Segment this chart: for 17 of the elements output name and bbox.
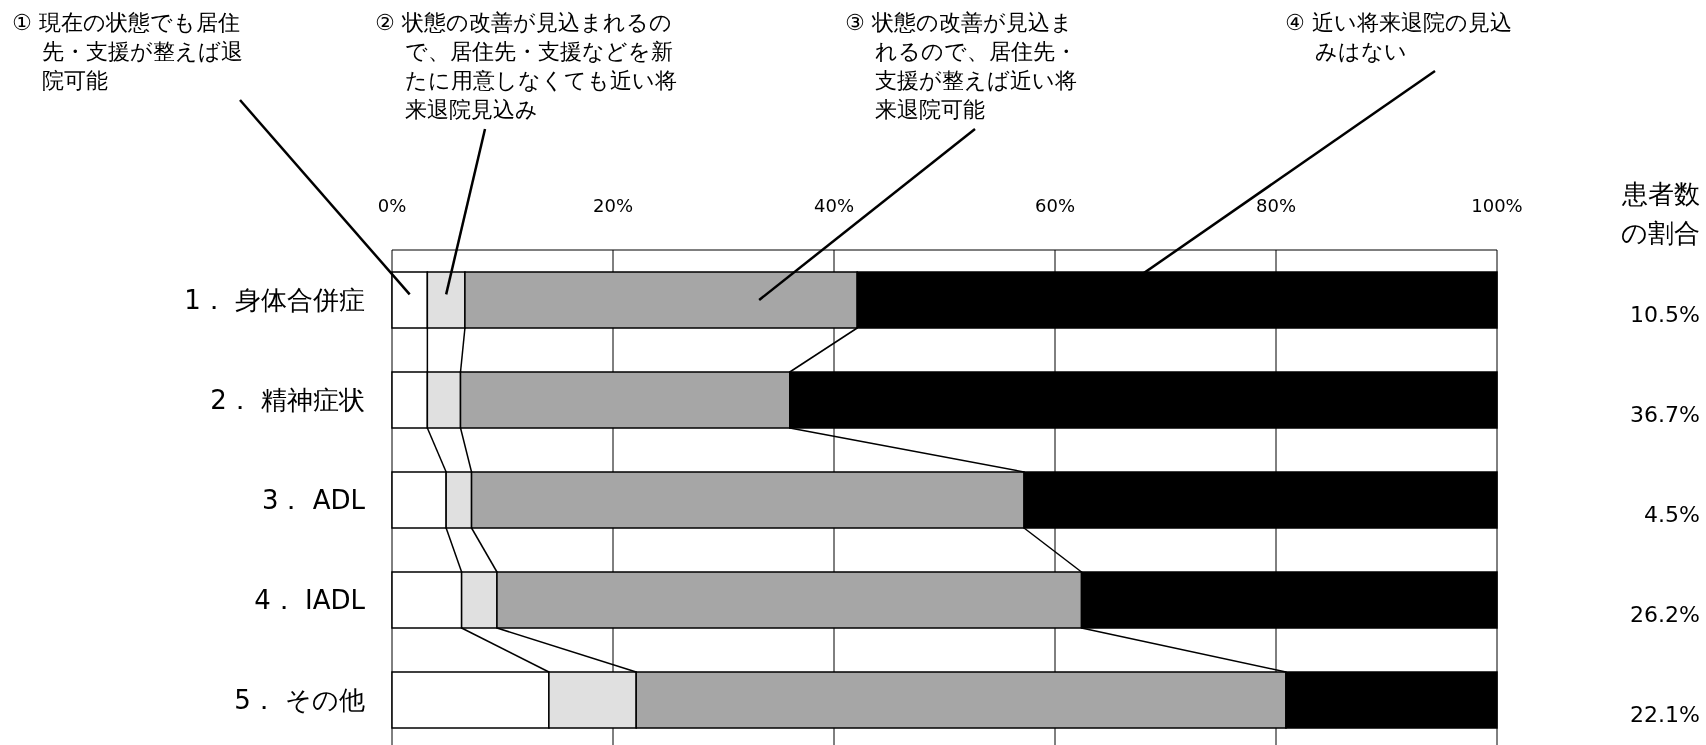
x-tick-label: 40% [813,195,855,216]
text: 患者数の割合 [1621,179,1700,248]
y-tick-label: 5． その他 [234,685,365,715]
text: 36.7% [1630,402,1700,427]
y-tick-label: 4． IADL [254,585,366,615]
y-tick-label: 1． 身体合併症 [184,285,365,315]
text: 10.5% [1630,302,1700,327]
x-tick-label: 60% [1034,195,1076,216]
x-tick-label: 20% [592,195,634,216]
x-tick-label: 100% [1471,195,1523,216]
text: 4.5% [1644,502,1700,527]
x-tick-label: 0% [377,195,407,216]
y-tick-label: 2． 精神症状 [210,385,365,415]
text: 22.1% [1630,702,1700,727]
text: 26.2% [1630,602,1700,627]
y-tick-label: 3． ADL [261,485,366,515]
x-tick-label: 80% [1255,195,1297,216]
